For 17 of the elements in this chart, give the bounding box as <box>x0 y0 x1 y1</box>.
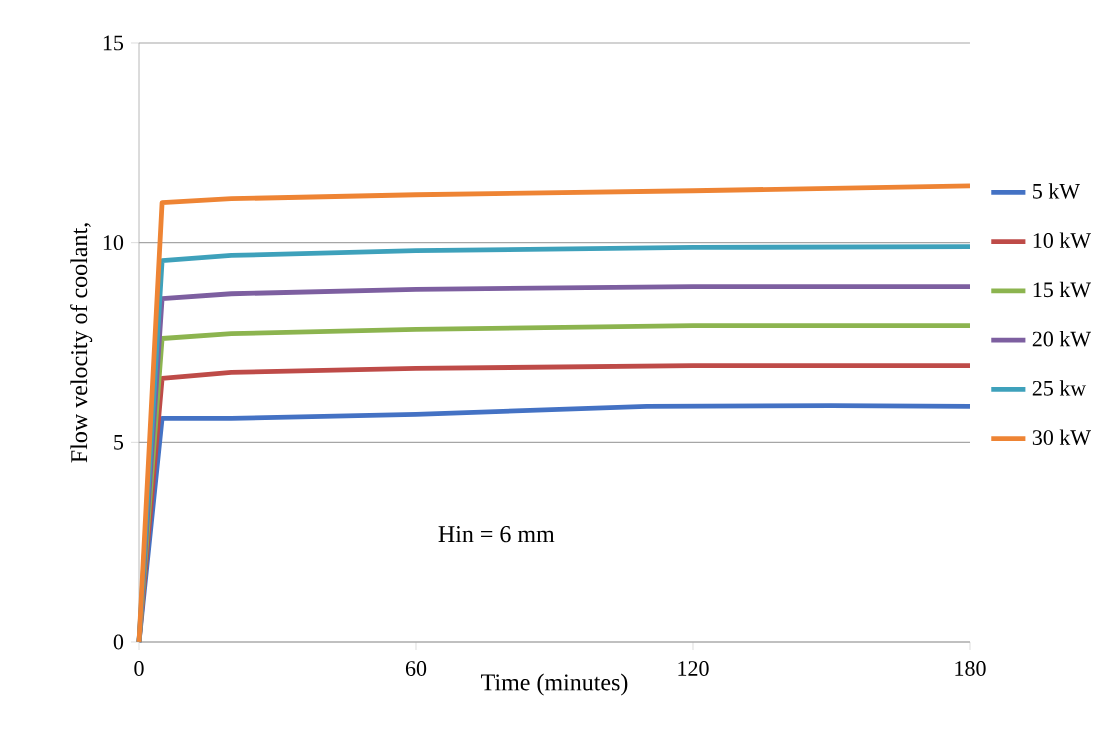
legend-label: 25 kw <box>1032 380 1087 396</box>
y-axis-title: Flow velocity of coolant, <box>70 223 93 463</box>
legend-label: 30 kW <box>1032 429 1091 446</box>
x-tick-label: 120 <box>678 661 709 676</box>
x-tick-label: 60 <box>405 661 427 676</box>
legend-label: 20 kW <box>1032 330 1091 347</box>
y-tick-label: 10 <box>103 235 124 251</box>
x-axis-title: Time (minutes) <box>481 673 628 696</box>
x-tick-label: 0 <box>134 661 144 676</box>
legend-label: 15 kW <box>1033 281 1091 298</box>
y-tick-label: 15 <box>103 35 124 51</box>
legend-label: 5 kW <box>1033 183 1080 199</box>
x-tick-label: 180 <box>955 661 986 676</box>
y-tick-label: 5 <box>114 435 124 450</box>
annotation: Hin = 6 mm <box>438 526 555 543</box>
y-tick-label: 0 <box>113 634 124 650</box>
legend-label: 10 kW <box>1033 232 1091 249</box>
